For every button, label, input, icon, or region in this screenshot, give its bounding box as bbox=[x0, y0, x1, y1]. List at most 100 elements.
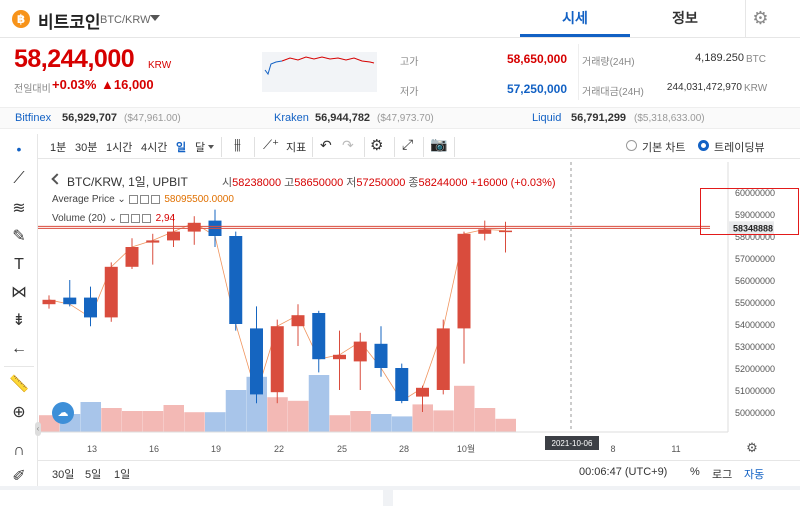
price-tag-box bbox=[729, 221, 774, 235]
tradingview-label[interactable]: 트레이딩뷰 bbox=[714, 142, 765, 154]
gear-icon[interactable]: ⚙ bbox=[745, 0, 775, 37]
candle-body bbox=[63, 297, 77, 305]
eye-icon[interactable] bbox=[119, 213, 129, 223]
bitcoin-icon: ฿ bbox=[12, 10, 30, 28]
range-30d[interactable]: 30일 bbox=[52, 469, 75, 481]
range-5d[interactable]: 5일 bbox=[85, 469, 102, 481]
price-unit: KRW bbox=[148, 60, 172, 71]
clock[interactable]: 00:06:47 (UTC+9) bbox=[579, 466, 668, 478]
chevron-down-icon[interactable] bbox=[150, 15, 160, 21]
low-key: 저 bbox=[346, 177, 357, 189]
fib-icon[interactable]: ≋ bbox=[12, 200, 26, 217]
y-tick-label: 57000000 bbox=[735, 254, 775, 264]
y-tick-label: 56000000 bbox=[735, 276, 775, 286]
exchange-price: 56,944,782 bbox=[315, 112, 371, 124]
x-tick-label: 19 bbox=[211, 444, 221, 454]
interval-4h[interactable]: 4시간 bbox=[141, 142, 168, 154]
candlestick-chart[interactable]: 60000000 59000000 58000000 57000000 56000000… bbox=[38, 162, 800, 460]
lock-drawing-icon[interactable]: ✐ bbox=[12, 468, 26, 485]
arrow-left-icon[interactable]: ← bbox=[11, 340, 27, 357]
tradingview-radio[interactable] bbox=[698, 140, 709, 151]
exchange-name[interactable]: Liquid bbox=[532, 112, 562, 124]
log-toggle[interactable]: 로그 bbox=[712, 469, 733, 481]
coin-pair: BTC/KRW bbox=[100, 14, 151, 26]
candle-body bbox=[104, 266, 118, 318]
low-value: 57,250,000 bbox=[506, 82, 567, 96]
volume-bar bbox=[288, 400, 309, 432]
highlight-box bbox=[700, 188, 799, 235]
open-value: 58238000 bbox=[232, 177, 282, 189]
close-icon[interactable] bbox=[141, 213, 151, 223]
interval-1h[interactable]: 1시간 bbox=[106, 142, 133, 154]
expand-handle[interactable]: ‹ bbox=[35, 422, 41, 436]
interval-day[interactable]: 일 bbox=[176, 142, 187, 154]
basic-chart-label[interactable]: 기본 차트 bbox=[642, 142, 686, 154]
camera-icon[interactable]: 📷 bbox=[430, 136, 448, 152]
chevron-down-icon[interactable] bbox=[208, 145, 214, 149]
y-tick-label: 60000000 bbox=[735, 188, 775, 198]
chart-toolbar: 1분 30분 1시간 4시간 일 달 ⫵ ⟋⁺ 지표 ↶ ↷ ⚙ ⤢ 📷 기본 … bbox=[38, 134, 800, 159]
basic-chart-radio[interactable] bbox=[626, 140, 637, 151]
current-price: 58,244,000 bbox=[14, 45, 135, 73]
gear-icon[interactable]: ⚙ bbox=[746, 440, 758, 455]
interval-1m[interactable]: 1분 bbox=[50, 142, 67, 154]
y-tick-label: 59000000 bbox=[735, 210, 775, 220]
candle-body bbox=[374, 343, 388, 368]
candle-body bbox=[250, 328, 263, 395]
candle-body bbox=[187, 222, 201, 232]
cloud-icon[interactable]: ☁ bbox=[52, 402, 74, 424]
exchange-name[interactable]: Bitfinex bbox=[15, 112, 52, 124]
auto-toggle[interactable]: 자동 bbox=[744, 469, 765, 481]
volume-bar bbox=[122, 411, 143, 432]
x-tick-label: 25 bbox=[337, 444, 347, 454]
candle-body bbox=[333, 354, 346, 360]
trendline-icon[interactable]: ⟋ bbox=[13, 170, 25, 187]
exchange-name[interactable]: Kraken bbox=[274, 112, 309, 124]
interval-month[interactable]: 달 bbox=[195, 142, 206, 154]
crosshair-icon[interactable]: • bbox=[16, 141, 22, 157]
x-tick-label: 8 bbox=[610, 444, 615, 454]
avg-price-indicator[interactable]: Average Price ⌄ 58095500.0000 bbox=[52, 194, 234, 205]
ruler-icon[interactable]: ⇟ bbox=[12, 312, 26, 329]
volume-indicator[interactable]: Volume (20) ⌄ 2,94 bbox=[52, 213, 176, 224]
range-1d[interactable]: 1일 bbox=[114, 469, 131, 481]
interval-30m[interactable]: 30분 bbox=[75, 142, 98, 154]
candle-body bbox=[42, 299, 56, 305]
settings-icon[interactable] bbox=[130, 213, 140, 223]
coin-name[interactable]: 비트코인 bbox=[38, 13, 101, 32]
candle-body bbox=[84, 297, 97, 318]
text-icon[interactable]: T bbox=[14, 256, 24, 273]
volume-indicator-value: 2,94 bbox=[155, 213, 176, 224]
high-key: 고 bbox=[284, 177, 295, 189]
brush-icon[interactable]: ✎ bbox=[12, 228, 26, 245]
volume-label: 거래량(24H) bbox=[582, 57, 635, 68]
candle-type-icon[interactable]: ⫵ bbox=[234, 136, 241, 153]
volume-value: 4,189.250 bbox=[695, 52, 744, 64]
open-key: 시 bbox=[222, 177, 233, 189]
low-label: 저가 bbox=[400, 87, 419, 98]
divider bbox=[423, 137, 424, 157]
x-tick-label: 13 bbox=[87, 444, 97, 454]
pattern-icon[interactable]: ⋈ bbox=[11, 284, 27, 301]
indicator-icon[interactable]: ⟋⁺ bbox=[263, 137, 279, 152]
zoom-in-icon[interactable]: ⊕ bbox=[12, 404, 26, 421]
close-value: 58244000 bbox=[418, 177, 468, 189]
undo-icon[interactable]: ↶ bbox=[320, 137, 332, 153]
candle-body bbox=[457, 233, 471, 329]
volume-bar bbox=[184, 412, 205, 432]
magnet-icon[interactable]: ∩ bbox=[13, 442, 25, 459]
settings-icon[interactable] bbox=[139, 194, 149, 204]
measure-icon[interactable]: 📏 bbox=[9, 376, 29, 393]
indicator-button[interactable]: 지표 bbox=[286, 142, 307, 154]
settings-icon[interactable]: ⚙ bbox=[370, 137, 384, 154]
close-icon[interactable] bbox=[150, 194, 160, 204]
tab-info[interactable]: 정보 bbox=[672, 10, 698, 26]
eye-icon[interactable] bbox=[128, 194, 138, 204]
exchange-price-bar: Bitfinex 56,929,707 ($47,961.00) Kraken … bbox=[0, 107, 800, 129]
fullscreen-icon[interactable]: ⤢ bbox=[402, 136, 414, 152]
redo-icon[interactable]: ↷ bbox=[342, 137, 354, 153]
trade-amount-unit: KRW bbox=[744, 83, 768, 94]
percent-toggle[interactable]: % bbox=[690, 466, 700, 478]
x-tick-label: 28 bbox=[399, 444, 409, 454]
tab-quote[interactable]: 시세 bbox=[520, 0, 630, 37]
